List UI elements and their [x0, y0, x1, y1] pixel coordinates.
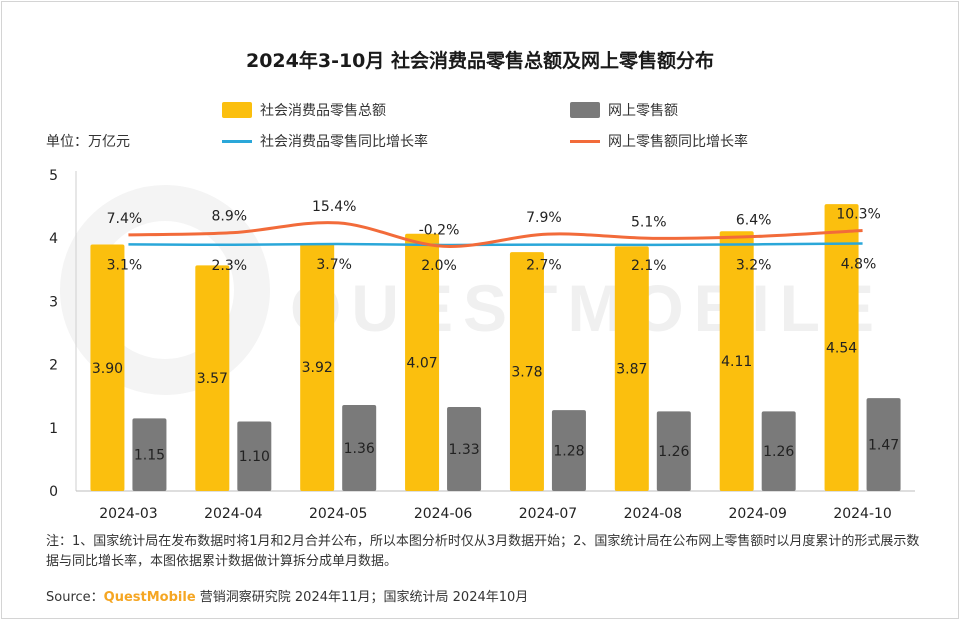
- data-label-online-growth: 6.4%: [736, 212, 772, 228]
- legend-swatch-online-retail: [570, 102, 600, 118]
- bar-online-retail: [342, 405, 377, 491]
- data-label-online-growth: 7.4%: [107, 211, 143, 227]
- bar-online-retail: [551, 410, 586, 491]
- bar-label-retail-total: 3.57: [197, 371, 228, 387]
- source-rest: 营销洞察研究院 2024年11月；国家统计局 2024年10月: [195, 590, 529, 605]
- bar-label-retail-total: 4.07: [406, 355, 437, 371]
- data-label-online-growth: 7.9%: [526, 210, 562, 226]
- legend-swatch-online-growth: [570, 139, 600, 143]
- source-line: Source：QuestMobile 营销洞察研究院 2024年11月；国家统计…: [46, 586, 528, 605]
- data-label-online-growth: 15.4%: [312, 199, 356, 215]
- data-label-online-growth: 8.9%: [212, 209, 248, 225]
- x-tick-label: 2024-06: [414, 506, 473, 522]
- legend-swatch-retail-total: [222, 102, 252, 118]
- bar-label-retail-total: 3.92: [302, 360, 333, 376]
- bar-online-retail: [656, 411, 691, 491]
- bar-label-online-retail: 1.10: [239, 449, 270, 465]
- legend-swatch-retail-growth: [222, 139, 252, 143]
- bar-label-online-retail: 1.26: [763, 444, 794, 460]
- y-tick-label: 0: [49, 484, 58, 500]
- bar-online-retail: [866, 398, 901, 491]
- legend-label-online-growth: 网上零售额同比增长率: [608, 134, 748, 150]
- x-tick-label: 2024-09: [728, 506, 787, 522]
- bar-label-retail-total: 3.90: [92, 361, 123, 377]
- source-brand: QuestMobile: [103, 590, 196, 605]
- bar-retail-total: [195, 265, 230, 491]
- data-label-retail-growth: 2.7%: [526, 258, 562, 274]
- bar-label-online-retail: 1.33: [448, 442, 479, 458]
- y-tick-label: 2: [49, 358, 58, 374]
- x-tick-label: 2024-03: [99, 506, 158, 522]
- bar-label-retail-total: 4.54: [826, 341, 857, 357]
- y-tick-label: 3: [49, 294, 58, 310]
- unit-label: 单位：万亿元: [46, 134, 130, 150]
- line-retail-growth: [128, 242, 863, 247]
- legend-label-retail-growth: 社会消费品零售同比增长率: [260, 134, 428, 150]
- bar-retail-total: [824, 204, 859, 491]
- legend-online-growth: 网上零售额同比增长率: [570, 131, 748, 151]
- source-prefix: Source：: [46, 590, 104, 605]
- bar-label-online-retail: 1.26: [658, 444, 689, 460]
- legend-label-online-retail: 网上零售额: [608, 103, 678, 119]
- y-tick-label: 1: [49, 421, 58, 437]
- data-label-retail-growth: 3.1%: [107, 257, 143, 273]
- x-tick-label: 2024-08: [624, 506, 683, 522]
- legend-label-retail-total: 社会消费品零售总额: [260, 103, 386, 119]
- chart-title: 2024年3-10月 社会消费品零售总额及网上零售额分布: [245, 50, 715, 72]
- bar-label-online-retail: 1.47: [868, 438, 899, 454]
- data-label-retail-growth: 2.1%: [631, 258, 667, 274]
- bar-online-retail: [761, 411, 796, 491]
- bar-retail-total: [90, 244, 125, 491]
- y-tick-label: 4: [49, 231, 58, 247]
- bar-label-online-retail: 1.28: [553, 444, 584, 460]
- bar-retail-total: [509, 252, 544, 491]
- data-label-online-growth: 10.3%: [836, 207, 880, 223]
- bar-label-online-retail: 1.15: [134, 448, 165, 464]
- data-label-retail-growth: 3.2%: [736, 257, 772, 273]
- data-label-retail-growth: 2.0%: [421, 258, 457, 274]
- bar-label-retail-total: 3.78: [511, 365, 542, 381]
- bar-online-retail: [132, 418, 167, 491]
- bar-label-online-retail: 1.36: [344, 441, 375, 457]
- line-online-growth: [128, 221, 863, 248]
- legend-retail-growth: 社会消费品零售同比增长率: [222, 131, 428, 151]
- data-label-retail-growth: 3.7%: [316, 257, 352, 273]
- bar-label-retail-total: 4.11: [721, 354, 752, 370]
- data-label-online-growth: 5.1%: [631, 214, 667, 230]
- x-tick-label: 2024-07: [519, 506, 578, 522]
- legend-online-retail: 网上零售额: [570, 100, 678, 120]
- bar-online-retail: [447, 406, 482, 491]
- data-label-online-growth: -0.2%: [419, 222, 460, 238]
- y-tick-label: 5: [49, 168, 58, 184]
- x-tick-label: 2024-10: [833, 506, 892, 522]
- data-label-retail-growth: 4.8%: [841, 256, 877, 272]
- footnote: 注：1、国家统计局在发布数据时将1月和2月合并公布，所以本图分析时仅从3月数据开…: [46, 534, 920, 569]
- x-tick-label: 2024-05: [309, 506, 368, 522]
- bar-online-retail: [237, 421, 272, 491]
- bar-retail-total: [614, 246, 649, 491]
- legend-retail-total: 社会消费品零售总额: [222, 100, 386, 120]
- bar-label-retail-total: 3.87: [616, 362, 647, 378]
- data-label-retail-growth: 2.3%: [212, 258, 248, 274]
- bar-retail-total: [300, 243, 335, 491]
- bar-retail-total: [405, 233, 440, 491]
- bar-retail-total: [719, 231, 754, 492]
- x-tick-label: 2024-04: [204, 506, 263, 522]
- watermark-text: QUESTMOBILE: [290, 271, 885, 345]
